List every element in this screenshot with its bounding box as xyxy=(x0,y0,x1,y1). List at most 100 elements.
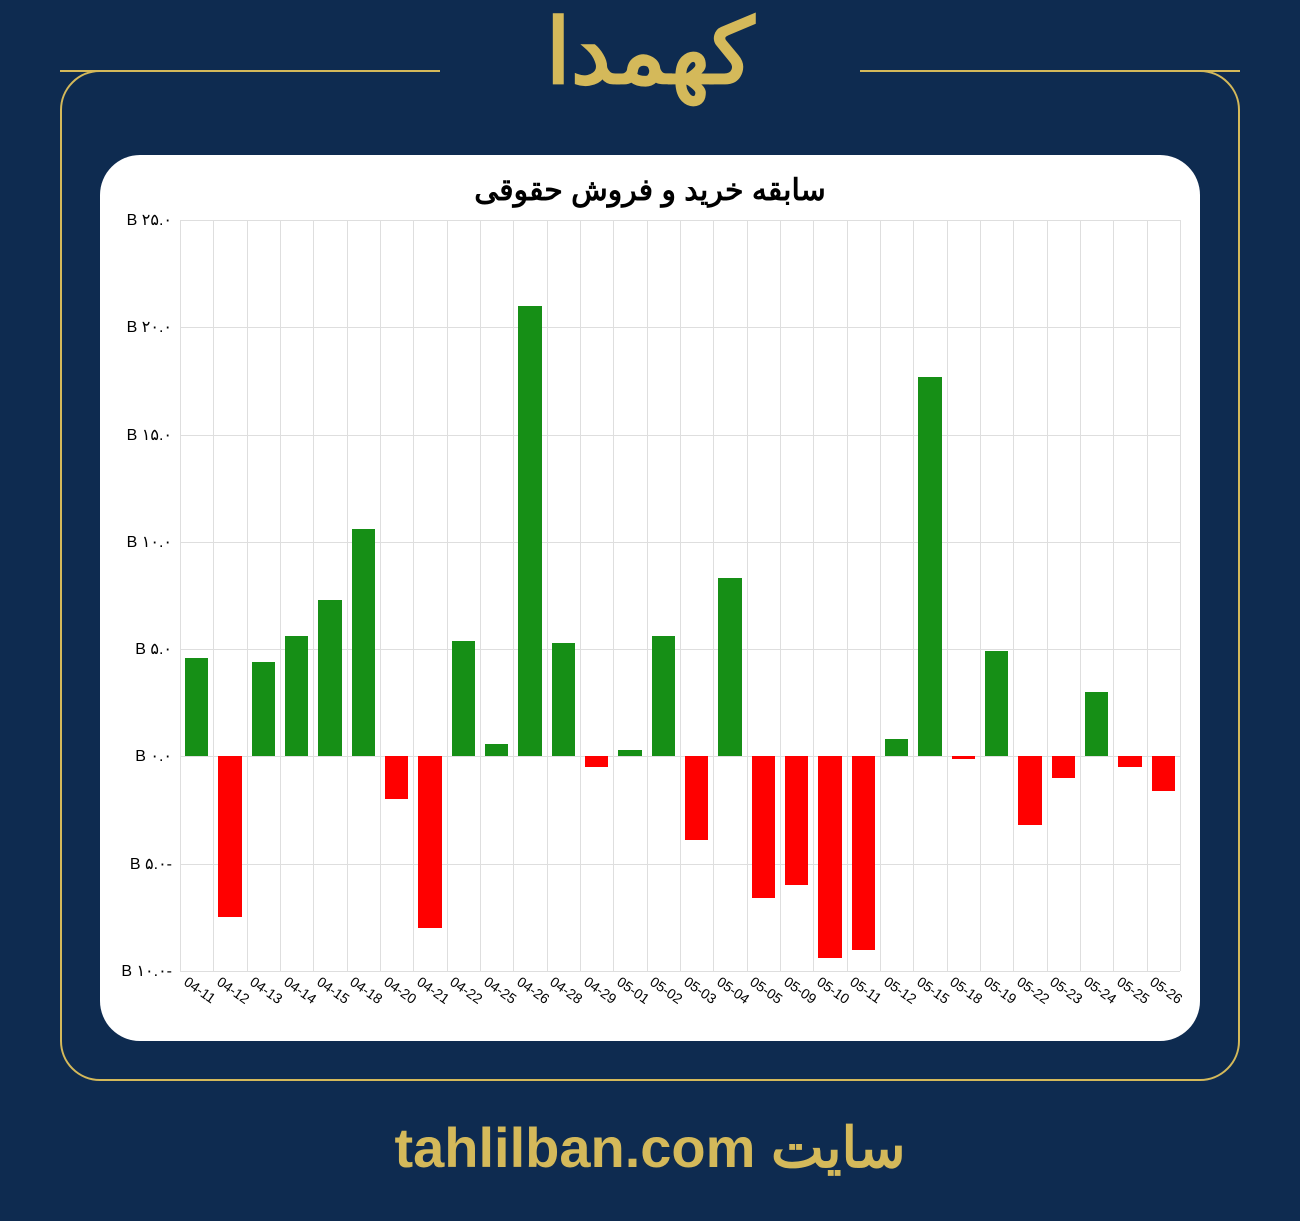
bar xyxy=(685,756,708,840)
bar xyxy=(1085,692,1108,756)
chart-card: سابقه خرید و فروش حقوقی ۲۵.۰ B۲۰.۰ B۱۵.۰… xyxy=(100,155,1200,1041)
bar xyxy=(185,658,208,757)
grid-vline xyxy=(1080,220,1081,971)
x-tick-label: 05-05 xyxy=(747,973,786,1007)
grid-vline xyxy=(680,220,681,971)
grid-vline xyxy=(947,220,948,971)
x-tick-label: 05-02 xyxy=(647,973,686,1007)
grid-vline xyxy=(1113,220,1114,971)
header-title: کهمدا xyxy=(0,0,1300,105)
grid-vline xyxy=(980,220,981,971)
grid-vline xyxy=(347,220,348,971)
x-tick-label: 05-03 xyxy=(681,973,720,1007)
x-tick-label: 04-14 xyxy=(281,973,320,1007)
bar xyxy=(552,643,575,757)
y-tick-label: ۰.۰ B xyxy=(135,746,180,766)
x-tick-label: 04-20 xyxy=(381,973,420,1007)
x-tick-label: 05-25 xyxy=(1114,973,1153,1007)
grid-vline xyxy=(880,220,881,971)
bar xyxy=(885,739,908,756)
grid-line xyxy=(180,971,1180,972)
bar xyxy=(818,756,841,958)
bar xyxy=(985,651,1008,756)
bar xyxy=(385,756,408,799)
grid-vline xyxy=(413,220,414,971)
bar xyxy=(652,636,675,756)
y-tick-label: -۱۰.۰ B xyxy=(121,961,180,981)
bar xyxy=(485,744,508,757)
x-tick-label: 05-10 xyxy=(814,973,853,1007)
x-tick-label: 04-26 xyxy=(514,973,553,1007)
grid-vline xyxy=(447,220,448,971)
x-tick-label: 04-13 xyxy=(247,973,286,1007)
grid-vline xyxy=(913,220,914,971)
x-tick-label: 04-12 xyxy=(214,973,253,1007)
grid-vline xyxy=(180,220,181,971)
bar xyxy=(352,529,375,756)
grid-vline xyxy=(713,220,714,971)
bar xyxy=(452,641,475,757)
grid-vline xyxy=(513,220,514,971)
bar xyxy=(785,756,808,885)
x-tick-label: 05-04 xyxy=(714,973,753,1007)
y-tick-label: ۲۰.۰ B xyxy=(127,317,180,337)
bar xyxy=(718,578,741,756)
bar xyxy=(952,756,975,758)
x-tick-label: 04-22 xyxy=(447,973,486,1007)
grid-vline xyxy=(480,220,481,971)
bar xyxy=(218,756,241,917)
grid-vline xyxy=(613,220,614,971)
bar xyxy=(252,662,275,756)
x-tick-label: 05-19 xyxy=(981,973,1020,1007)
x-tick-label: 04-25 xyxy=(481,973,520,1007)
grid-vline xyxy=(647,220,648,971)
x-tick-label: 05-24 xyxy=(1081,973,1120,1007)
bar xyxy=(1018,756,1041,825)
x-tick-label: 04-29 xyxy=(581,973,620,1007)
grid-vline xyxy=(247,220,248,971)
chart-title: سابقه خرید و فروش حقوقی xyxy=(100,155,1200,208)
x-tick-label: 05-11 xyxy=(847,973,885,1006)
x-tick-label: 05-01 xyxy=(614,973,653,1007)
x-tick-label: 04-11 xyxy=(181,973,219,1006)
bar xyxy=(585,756,608,767)
grid-vline xyxy=(747,220,748,971)
x-tick-label: 04-18 xyxy=(347,973,386,1007)
grid-vline xyxy=(547,220,548,971)
footer-site: tahlilban.com xyxy=(394,1116,755,1179)
bar xyxy=(1118,756,1141,767)
bar xyxy=(318,600,341,757)
grid-vline xyxy=(313,220,314,971)
bar xyxy=(852,756,875,949)
chart-plot-area: ۲۵.۰ B۲۰.۰ B۱۵.۰ B۱۰.۰ B۵.۰ B۰.۰ B-۵.۰ B… xyxy=(180,220,1180,971)
grid-vline xyxy=(1180,220,1181,971)
grid-vline xyxy=(213,220,214,971)
footer: سایت tahlilban.com xyxy=(0,1115,1300,1181)
bar xyxy=(1152,756,1175,790)
grid-vline xyxy=(847,220,848,971)
y-tick-label: ۲۵.۰ B xyxy=(127,210,180,230)
y-tick-label: ۱۰.۰ B xyxy=(127,532,180,552)
grid-vline xyxy=(780,220,781,971)
x-tick-label: 04-28 xyxy=(547,973,586,1007)
footer-prefix: سایت xyxy=(771,1116,906,1179)
x-tick-label: 05-15 xyxy=(914,973,953,1007)
grid-vline xyxy=(1047,220,1048,971)
x-tick-label: 05-26 xyxy=(1147,973,1186,1007)
bar xyxy=(285,636,308,756)
grid-vline xyxy=(813,220,814,971)
grid-vline xyxy=(280,220,281,971)
grid-vline xyxy=(1147,220,1148,971)
x-tick-label: 04-21 xyxy=(414,973,453,1007)
bar xyxy=(618,750,641,756)
grid-vline xyxy=(380,220,381,971)
y-tick-label: -۵.۰ B xyxy=(130,854,180,874)
grid-vline xyxy=(580,220,581,971)
bar xyxy=(518,306,541,757)
bar xyxy=(752,756,775,898)
y-tick-label: ۵.۰ B xyxy=(135,639,180,659)
x-tick-label: 05-18 xyxy=(947,973,986,1007)
bar xyxy=(1052,756,1075,777)
x-tick-label: 05-22 xyxy=(1014,973,1053,1007)
bar xyxy=(918,377,941,757)
